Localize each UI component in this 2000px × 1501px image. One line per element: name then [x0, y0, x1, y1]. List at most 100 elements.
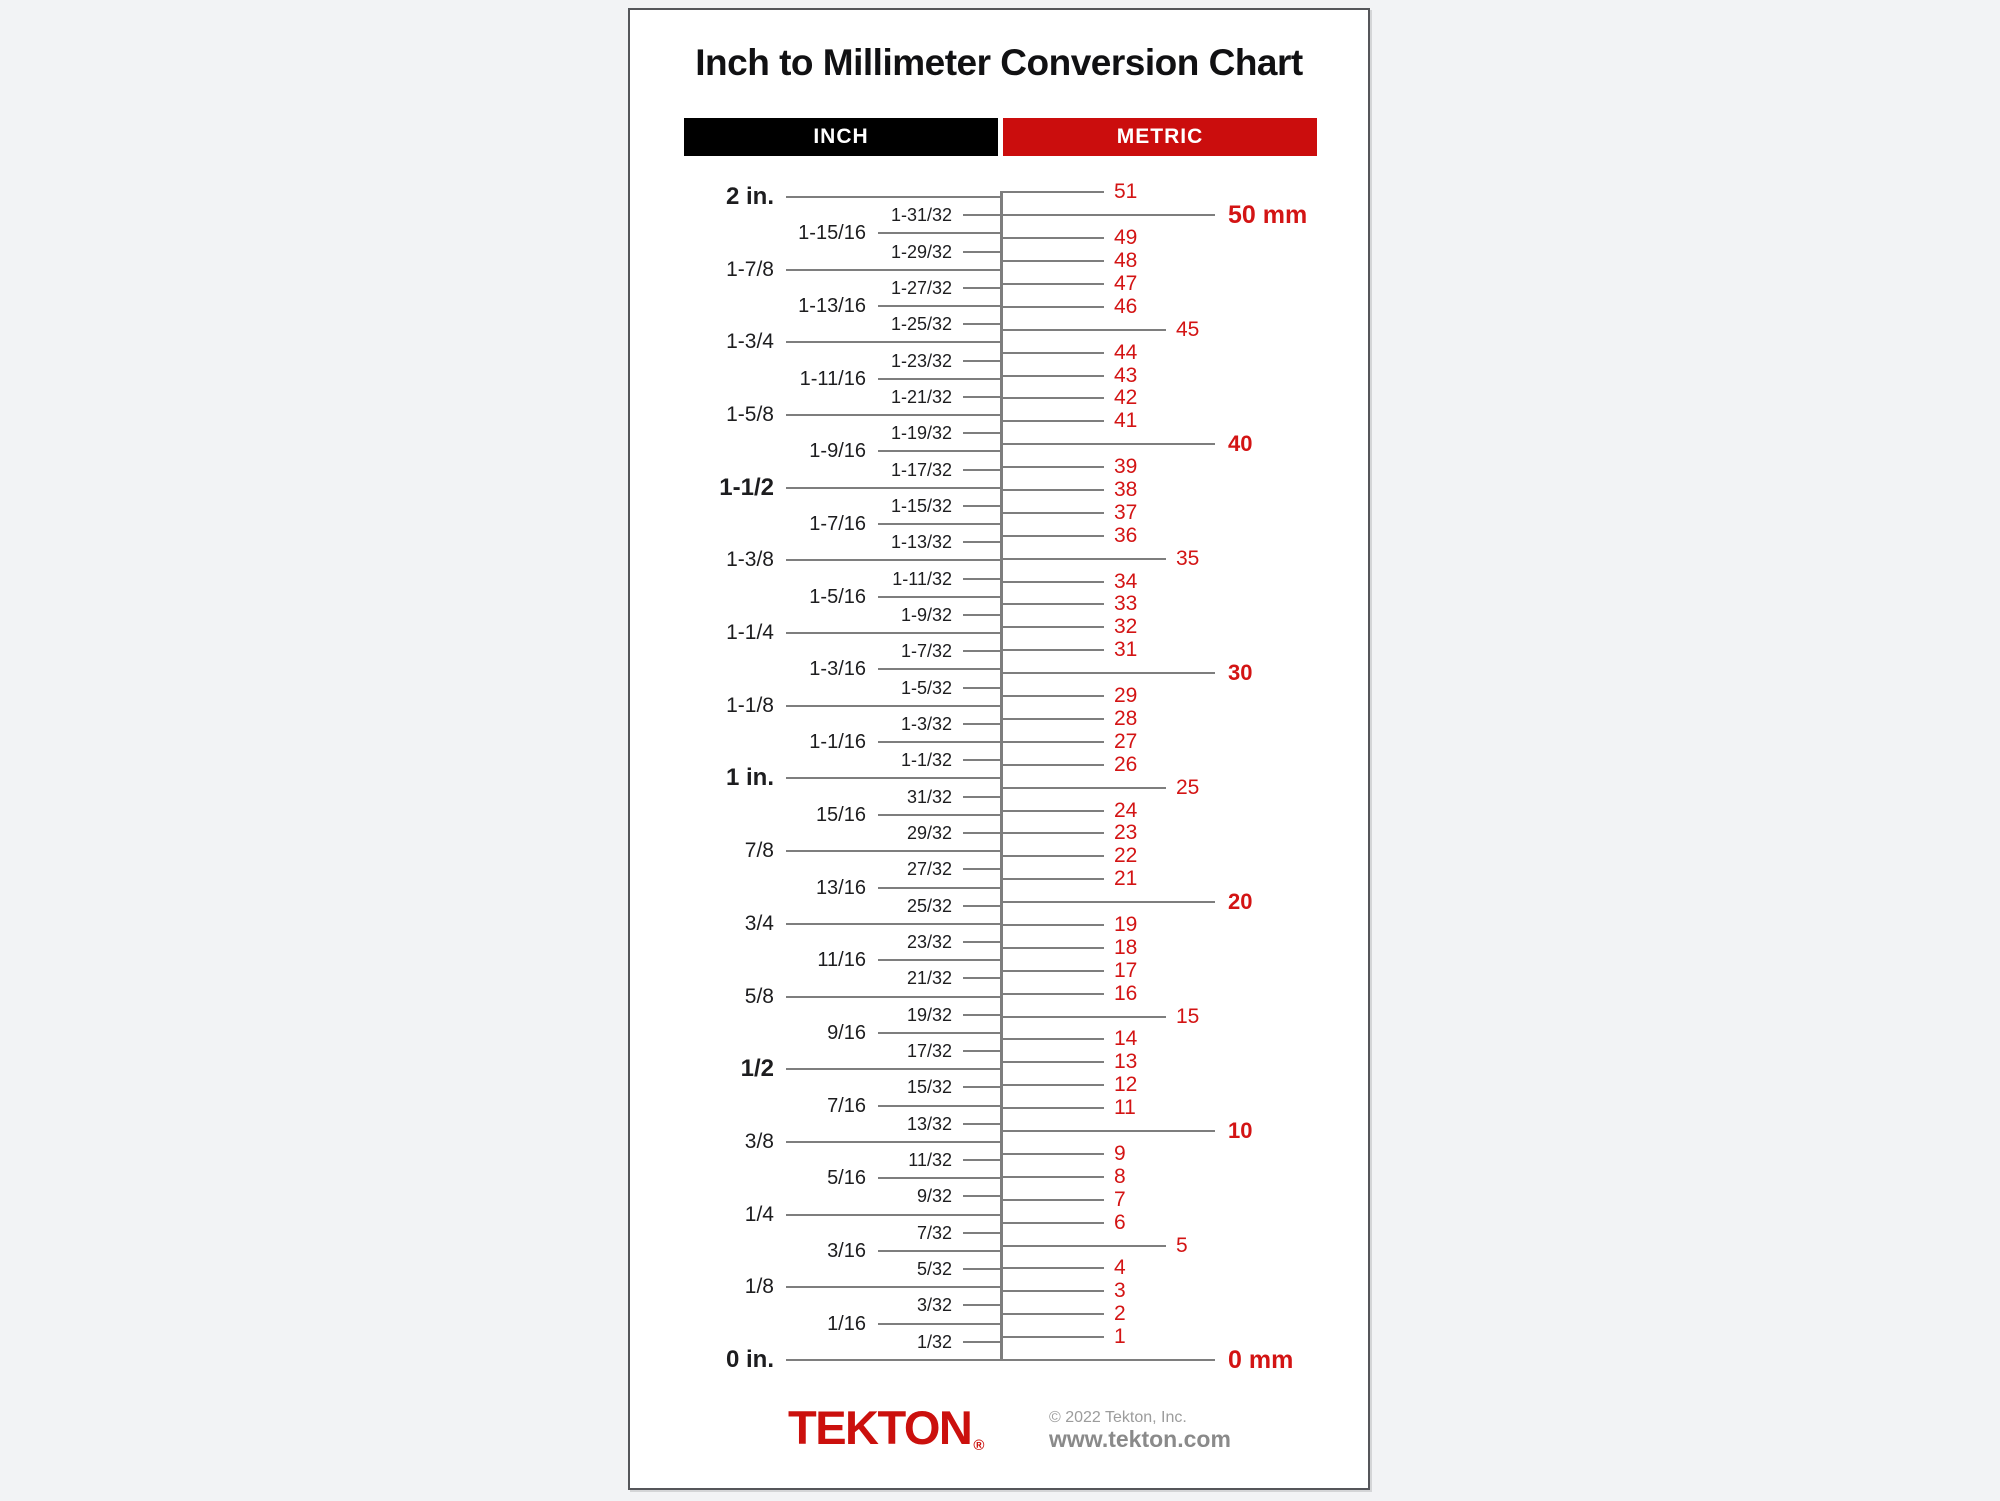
inch-tick-label: 0 in. — [725, 1346, 774, 1373]
inch-tick-label: 1-1/8 — [726, 694, 774, 717]
mm-tick-label: 12 — [1114, 1073, 1138, 1096]
inch-tick-label: 1-27/32 — [890, 278, 952, 298]
mm-tick-label: 8 — [1114, 1165, 1126, 1188]
mm-tick-line — [1000, 260, 1104, 262]
inch-tick-label: 1-7/8 — [726, 258, 774, 281]
mm-tick-label: 17 — [1114, 959, 1138, 982]
mm-tick-label: 15 — [1176, 1005, 1200, 1028]
inch-tick-line — [963, 1341, 1003, 1343]
mm-tick-label: 51 — [1114, 180, 1138, 203]
mm-tick-line — [1000, 1199, 1104, 1201]
mm-tick-label: 25 — [1176, 776, 1200, 799]
mm-tick-line — [1000, 1359, 1215, 1361]
inch-tick-label: 23/32 — [906, 932, 952, 952]
mm-tick-label: 48 — [1114, 249, 1138, 272]
inch-tick-line — [878, 959, 1003, 961]
mm-tick-line — [1000, 787, 1166, 789]
inch-tick-line — [786, 996, 1003, 998]
inch-tick-line — [786, 1141, 1003, 1143]
inch-tick-label: 31/32 — [906, 787, 952, 807]
mm-tick-label: 37 — [1114, 501, 1138, 524]
mm-tick-label: 38 — [1114, 478, 1138, 501]
inch-tick-label: 1-9/16 — [809, 440, 866, 462]
inch-tick-line — [963, 941, 1003, 943]
inch-tick-label: 1-15/32 — [890, 496, 952, 516]
metric-column-header-label: METRIC — [1116, 125, 1204, 148]
inch-tick-label: 1 in. — [725, 764, 774, 791]
inch-tick-label: 1-11/16 — [799, 368, 866, 390]
inch-tick-line — [963, 868, 1003, 870]
mm-tick-label: 5 — [1176, 1234, 1188, 1257]
mm-tick-line — [1000, 970, 1104, 972]
inch-tick-line — [963, 541, 1003, 543]
mm-tick-line — [1000, 1313, 1104, 1315]
mm-tick-line — [1000, 1107, 1104, 1109]
inch-tick-line — [963, 796, 1003, 798]
mm-tick-label: 27 — [1114, 730, 1138, 753]
inch-tick-label: 1/2 — [740, 1055, 774, 1082]
inch-tick-label: 5/32 — [916, 1259, 952, 1279]
mm-tick-line — [1000, 993, 1104, 995]
mm-tick-label: 29 — [1114, 684, 1138, 707]
inch-tick-label: 5/16 — [827, 1167, 866, 1189]
mm-tick-line — [1000, 1038, 1104, 1040]
inch-tick-line — [878, 1032, 1003, 1034]
mm-tick-line — [1000, 397, 1104, 399]
mm-tick-label: 35 — [1176, 547, 1200, 570]
inch-tick-line — [963, 723, 1003, 725]
mm-tick-label: 20 — [1228, 889, 1253, 914]
inch-tick-label: 1-29/32 — [890, 242, 952, 262]
inch-tick-label: 1/32 — [916, 1332, 952, 1352]
mm-tick-line — [1000, 535, 1104, 537]
mm-tick-label: 4 — [1114, 1256, 1126, 1279]
mm-tick-line — [1000, 283, 1104, 285]
mm-tick-line — [1000, 512, 1104, 514]
inch-tick-line — [963, 1050, 1003, 1052]
inch-tick-line — [786, 269, 1003, 271]
inch-tick-label: 13/32 — [906, 1114, 952, 1134]
inch-tick-label: 1-9/32 — [900, 605, 952, 625]
inch-tick-label: 19/32 — [906, 1005, 952, 1025]
mm-tick-label: 30 — [1228, 660, 1253, 685]
inch-tick-label: 3/4 — [744, 912, 774, 935]
inch-tick-line — [878, 1105, 1003, 1107]
mm-tick-line — [1000, 489, 1104, 491]
mm-tick-label: 9 — [1114, 1142, 1126, 1165]
inch-tick-label: 1-23/32 — [890, 351, 952, 371]
inch-tick-line — [878, 378, 1003, 380]
inch-tick-line — [878, 232, 1003, 234]
mm-tick-label: 2 — [1114, 1302, 1126, 1325]
mm-tick-label: 44 — [1114, 341, 1138, 364]
inch-tick-line — [878, 741, 1003, 743]
mm-tick-label: 19 — [1114, 913, 1138, 936]
mm-tick-label: 49 — [1114, 226, 1138, 249]
mm-tick-line — [1000, 191, 1104, 193]
chart-title: Inch to Millimeter Conversion Chart — [695, 42, 1303, 83]
inch-tick-label: 1-31/32 — [890, 205, 952, 225]
inch-tick-line — [963, 759, 1003, 761]
inch-tick-label: 7/16 — [827, 1095, 866, 1117]
mm-tick-line — [1000, 558, 1166, 560]
inch-tick-label: 1-21/32 — [890, 387, 952, 407]
inch-tick-line — [786, 341, 1003, 343]
inch-tick-label: 11/32 — [908, 1150, 952, 1170]
inch-tick-line — [878, 305, 1003, 307]
inch-tick-label: 7/8 — [744, 839, 774, 862]
inch-tick-label: 1-5/32 — [900, 678, 952, 698]
inch-tick-label: 1/4 — [744, 1203, 774, 1226]
mm-tick-label: 41 — [1114, 409, 1138, 432]
mm-tick-label: 28 — [1114, 707, 1138, 730]
inch-tick-line — [786, 196, 1003, 198]
inch-tick-line — [963, 1268, 1003, 1270]
mm-tick-line — [1000, 649, 1104, 651]
inch-tick-line — [963, 323, 1003, 325]
mm-tick-line — [1000, 764, 1104, 766]
inch-tick-line — [786, 632, 1003, 634]
mm-tick-line — [1000, 306, 1104, 308]
inch-tick-label: 1-13/32 — [890, 532, 952, 552]
mm-tick-label: 18 — [1114, 936, 1138, 959]
mm-tick-label: 0 mm — [1228, 1346, 1294, 1374]
mm-tick-line — [1000, 1290, 1104, 1292]
mm-tick-line — [1000, 237, 1104, 239]
